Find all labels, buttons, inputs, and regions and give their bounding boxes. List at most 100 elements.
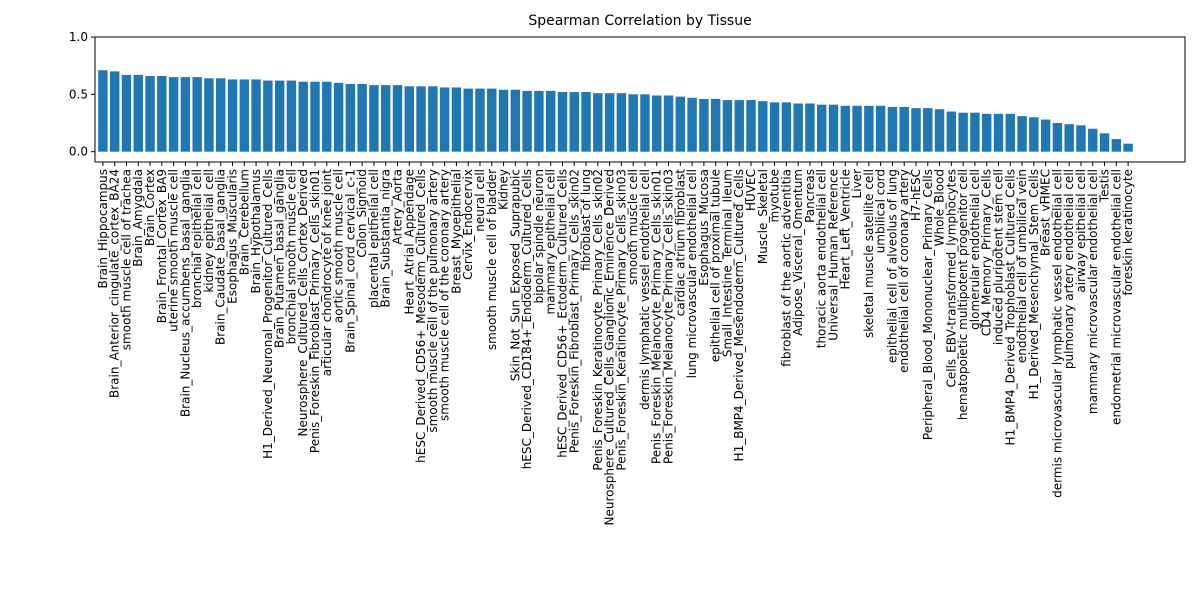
x-tick-label: Penis_Foreskin_Fibroblast_Primary_Cells_…: [567, 169, 581, 453]
bar: [793, 103, 803, 152]
x-tick-label: endothelial cell of umbilical vein: [1015, 169, 1029, 363]
bar: [380, 85, 391, 152]
x-tick-label: Heart_Left_Ventricle: [838, 169, 852, 290]
x-tick-label: HUVEC: [744, 169, 758, 211]
x-tick-label: fibroblast of lung: [579, 169, 593, 271]
bar: [1088, 128, 1098, 152]
x-tick-label: Skin_Not_Sun_Exposed_Suprapubic: [508, 169, 522, 381]
x-tick-label: Penis_Foreskin_Melanocyte_Primary_Cells_…: [650, 169, 664, 464]
bar: [970, 112, 980, 152]
x-tick-label: CD4_Memory_Primary_Cells: [980, 169, 994, 336]
bar: [392, 85, 403, 152]
x-tick-label: placental epithelial cell: [367, 169, 381, 308]
y-tick-label: 0.0: [69, 145, 88, 159]
bar: [887, 106, 898, 152]
x-tick-label: Esophagus_Mucosa: [697, 169, 711, 286]
bar: [734, 100, 744, 152]
x-tick-label: bipolar spindle neuron: [532, 169, 546, 304]
x-tick-label: H1_Derived_Neuronal_Progenitor_Cultured_…: [261, 169, 275, 459]
x-tick-label: Penis_Foreskin_Keratinocyte_Primary_Cell…: [614, 169, 628, 471]
bar: [981, 113, 992, 152]
bar: [1052, 123, 1063, 152]
bar: [239, 79, 250, 152]
bar: [687, 97, 697, 152]
x-tick-label: Brain_Nucleus_accumbens_basal_ganglia: [178, 169, 192, 417]
bar: [439, 87, 450, 152]
bar: [710, 98, 721, 152]
bar: [475, 88, 485, 152]
x-tick-label: smooth muscle cell: [626, 169, 640, 285]
bar: [557, 92, 568, 152]
bar: [675, 96, 686, 152]
x-tick-label: foreskin keratinocyte: [1121, 169, 1135, 296]
x-tick-label: kidney epithelial cell: [202, 169, 216, 293]
bar: [345, 84, 356, 152]
y-tick-label: 1.0: [69, 30, 88, 44]
bar: [840, 105, 851, 152]
x-tick-label: Adipose_Visceral_Omentum: [791, 169, 805, 336]
bar: [180, 77, 191, 152]
x-tick-label: Breast_Myoepithelial: [449, 169, 463, 294]
x-tick-label: mammary epithelial cell: [544, 169, 558, 314]
bar: [121, 74, 132, 152]
bar: [817, 104, 827, 152]
x-tick-label: pulmonary artery endothelial cell: [1062, 169, 1076, 369]
x-tick-label: Neurosphere_Cultured_Cells_Cortex_Derive…: [296, 169, 310, 437]
bar: [758, 101, 768, 152]
bar: [133, 74, 143, 152]
x-tick-label: Penis_Foreskin_Melanocyte_Primary_Cells_…: [662, 169, 676, 464]
x-tick-label: Kidney: [497, 169, 511, 210]
x-tick-label: Whole_Blood: [933, 169, 947, 246]
x-tick-label: bronchial epithelial cell: [190, 169, 204, 308]
bar: [274, 80, 285, 152]
bar: [993, 113, 1004, 152]
x-tick-label: smooth muscle cell of bladder: [485, 169, 499, 350]
x-tick-label: hESC_Derived_CD184+_Endoderm_Cultured_Ce…: [520, 169, 534, 469]
bar: [652, 95, 662, 152]
x-tick-label: hESC_Derived_CD56+_Mesoderm_Cultured_Cel…: [414, 169, 428, 463]
bar: [699, 98, 709, 152]
x-tick-label: Penis_Foreskin_Keratinocyte_Primary_Cell…: [591, 169, 605, 471]
bar: [958, 112, 968, 152]
x-tick-label: H7-hESC: [909, 169, 923, 221]
x-tick-label: smooth muscle cell of trachea: [119, 169, 133, 350]
x-tick-label: mammary microvascular endothelial cell: [1086, 169, 1100, 414]
x-tick-label: Esophagus_Muscularis: [226, 169, 240, 304]
bar: [1076, 125, 1086, 152]
x-tick-label: airway epithelial cell: [1074, 169, 1088, 293]
bar: [1040, 119, 1051, 152]
bar: [145, 75, 155, 152]
x-tick-label: smooth muscle cell of the pulmonary arte…: [426, 169, 440, 433]
x-tick-label: H1_Derived_Mesenchymal_Stem_Cells: [1027, 169, 1041, 399]
bar: [168, 77, 179, 152]
x-tick-label: H1_BMP4_Derived_Mesendoderm_Cultured_Cel…: [732, 169, 746, 461]
x-tick-label: Neurosphere_Cultured_Cells_Ganglionic_Em…: [603, 169, 617, 525]
x-tick-label: cardiac atrium fibroblast: [673, 169, 687, 317]
bar: [416, 86, 426, 152]
bar: [628, 94, 638, 152]
x-tick-label: Cervix_Endocervix: [461, 169, 475, 280]
x-tick-label: hematopoietic multipotent progenitor cel…: [956, 169, 970, 420]
bar: [934, 109, 945, 152]
bar: [192, 77, 202, 152]
bar: [663, 95, 674, 152]
x-tick-label: Brain_Anterior_cingulate_cortex_BA24: [108, 169, 122, 398]
bar: [463, 88, 473, 152]
x-tick-label: Penis_Foreskin_Fibroblast_Primary_Cells_…: [308, 169, 322, 453]
bar: [109, 71, 120, 152]
x-tick-label: Muscle_Skeletal: [756, 169, 770, 264]
x-tick-label: uterine smooth muscle cell: [167, 169, 181, 332]
x-tick-label: dermis lymphatic vessel endothelial cell: [638, 169, 652, 410]
x-tick-label: lung microvascular endothelial cell: [685, 169, 699, 378]
x-tick-label: epithelial cell of alveolus of lung: [885, 169, 899, 363]
x-tick-label: H1_BMP4_Derived_Trophoblast_Cultured_Cel…: [1003, 169, 1017, 446]
x-tick-label: glomerular endothelial cell: [968, 169, 982, 330]
x-tick-label: Brain_Cortex: [143, 169, 157, 246]
bar: [428, 86, 438, 152]
x-tick-label: aortic smooth muscle cell: [332, 169, 346, 323]
x-tick-label: Peripheral_Blood_Mononuclear_Primary_Cel…: [921, 169, 935, 440]
x-tick-label: Cells_EBV-transformed_lymphocytes: [944, 169, 958, 388]
bar: [510, 89, 521, 152]
bar: [581, 92, 591, 152]
bar: [369, 85, 379, 152]
